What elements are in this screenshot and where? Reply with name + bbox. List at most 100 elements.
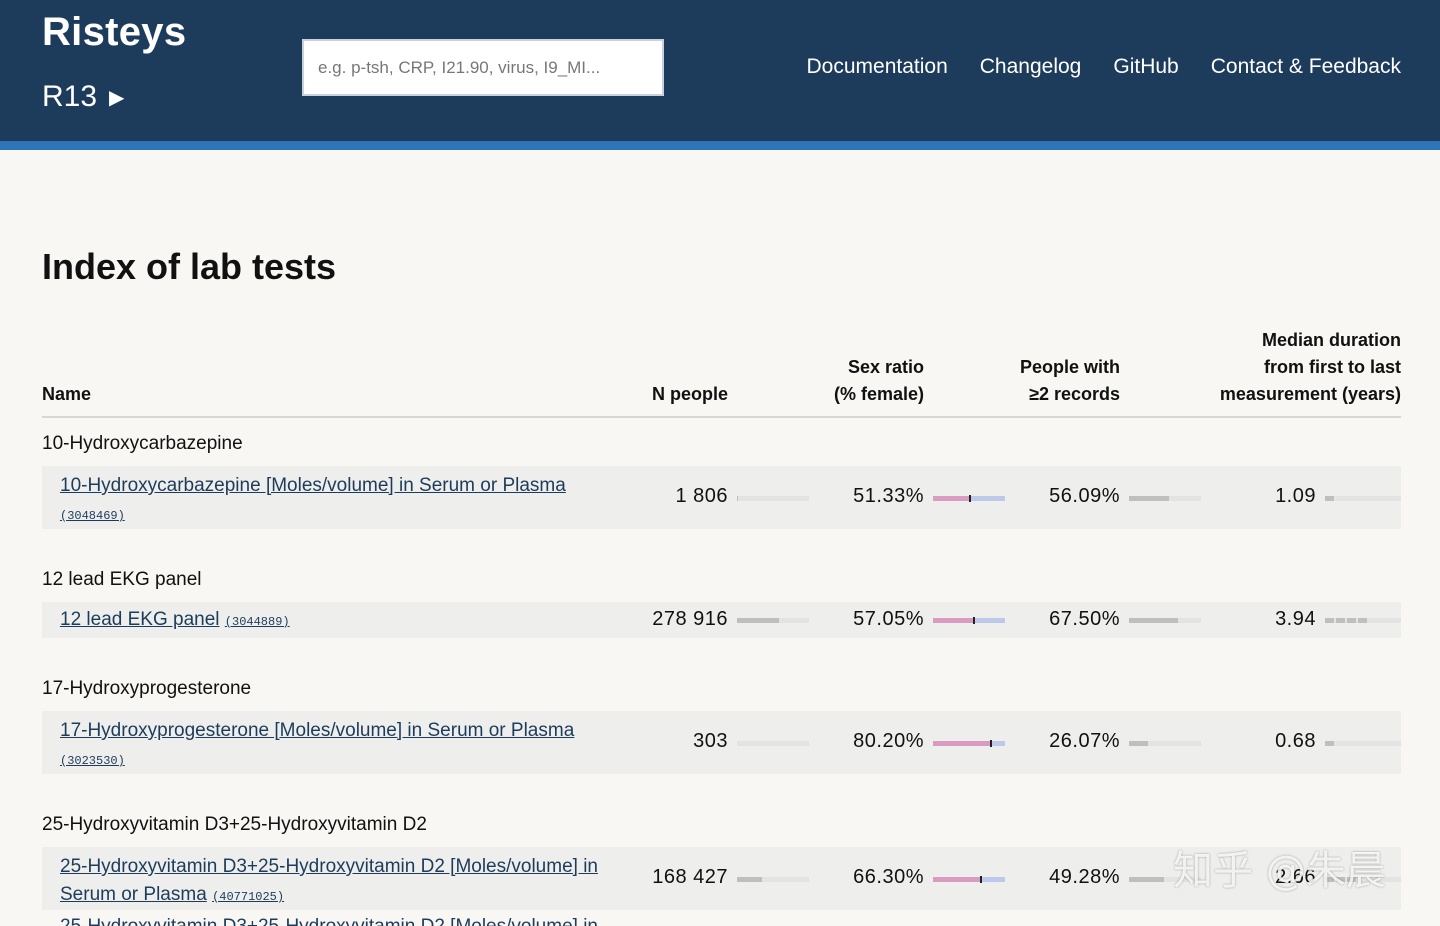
duration-bar-segment (1325, 496, 1334, 501)
partial-next-row[interactable]: 25-Hydroxyvitamin D3+25-Hydroxyvitamin D… (60, 916, 598, 926)
page-title: Index of lab tests (42, 246, 337, 287)
table-header: Name N people Sex ratio (% female) Peopl… (42, 330, 1401, 418)
col-header-records[interactable]: People with ≥2 records (1020, 354, 1120, 408)
n-people-bar-fill (737, 618, 779, 623)
n-people-bar (737, 741, 809, 746)
lab-test-group: 12 lead EKG panel 12 lead EKG panel (304… (42, 569, 1401, 638)
test-link[interactable]: 10-Hydroxycarbazepine [Moles/volume] in … (60, 475, 566, 496)
duration-value: 2.66 (1275, 866, 1316, 888)
nav-contact-feedback[interactable]: Contact & Feedback (1210, 55, 1401, 78)
duration-value: 1.09 (1275, 485, 1316, 507)
records-bar-fill (1129, 496, 1170, 501)
table-row: 25-Hydroxyvitamin D3+25-Hydroxyvitamin D… (42, 847, 1401, 910)
col-header-n-people[interactable]: N people (651, 384, 728, 404)
duration-bar-segment (1325, 877, 1334, 882)
records-value: 49.28% (1049, 866, 1120, 888)
duration-value: 3.94 (1275, 608, 1316, 630)
test-link-line2[interactable]: Serum or Plasma (60, 884, 207, 905)
duration-bar-segment (1358, 618, 1367, 623)
duration-bar (1325, 618, 1401, 623)
test-code[interactable]: (40771025) (212, 890, 285, 904)
records-bar-fill (1129, 618, 1178, 623)
test-code[interactable]: (3044889) (224, 615, 290, 629)
n-people-bar (737, 618, 809, 623)
test-name: 25-Hydroxyvitamin D3+25-Hydroxyvitamin D… (60, 853, 620, 911)
col-header-sex-ratio[interactable]: Sex ratio (% female) (834, 354, 924, 408)
n-people-bar (737, 877, 809, 882)
female-fill (933, 618, 975, 623)
nav-documentation[interactable]: Documentation (806, 55, 948, 78)
sex-ratio-bar (933, 617, 1005, 624)
col-header-duration-line1: Median duration (1262, 330, 1401, 350)
search-input[interactable] (302, 39, 664, 96)
records-value: 67.50% (1049, 608, 1120, 630)
sex-ratio-bar (933, 876, 1005, 883)
female-marker (979, 876, 982, 883)
group-title: 25-Hydroxyvitamin D3+25-Hydroxyvitamin D… (42, 814, 427, 835)
table-row: 17-Hydroxyprogesterone [Moles/volume] in… (42, 711, 1401, 774)
records-value: 56.09% (1049, 485, 1120, 507)
test-name: 10-Hydroxycarbazepine [Moles/volume] in … (60, 472, 620, 530)
test-code[interactable]: (3048469) (60, 509, 125, 523)
n-people-value: 278 916 (652, 608, 728, 630)
nav-changelog[interactable]: Changelog (979, 55, 1082, 78)
test-code[interactable]: (3023530) (60, 754, 125, 768)
watermark: 知乎 @朱晨 (1173, 848, 1386, 894)
n-people-value: 1 806 (675, 485, 728, 507)
n-people-bar (737, 496, 809, 501)
duration-bar-segment (1325, 618, 1334, 623)
site-logo[interactable]: Risteys (42, 10, 187, 54)
duration-value: 0.68 (1275, 730, 1316, 752)
test-name: 17-Hydroxyprogesterone [Moles/volume] in… (60, 717, 620, 775)
duration-bar-segment (1325, 741, 1334, 746)
col-header-name[interactable]: Name (42, 384, 92, 404)
records-value: 26.07% (1049, 730, 1120, 752)
group-title: 17-Hydroxyprogesterone (42, 678, 252, 699)
n-people-bar-fill (737, 877, 763, 882)
header-accent-bar (0, 141, 1440, 150)
group-title: 10-Hydroxycarbazepine (42, 433, 243, 454)
female-marker (973, 617, 976, 624)
col-header-records-line2: ≥2 records (1029, 384, 1120, 404)
nav-github[interactable]: GitHub (1113, 55, 1179, 78)
col-header-duration[interactable]: Median duration from first to last measu… (1220, 327, 1401, 408)
play-triangle-icon: ▶ (109, 86, 125, 109)
lab-test-group: 10-Hydroxycarbazepine 10-Hydroxycarbazep… (42, 433, 1401, 529)
lab-test-group: 17-Hydroxyprogesterone 17-Hydroxyprogest… (42, 678, 1401, 774)
table-row: 12 lead EKG panel (3044889) 278 916 57.0… (42, 602, 1401, 638)
female-fill (933, 741, 991, 746)
lab-test-group: 25-Hydroxyvitamin D3+25-Hydroxyvitamin D… (42, 814, 1401, 926)
sex-ratio-value: 57.05% (853, 608, 924, 630)
female-fill (933, 496, 970, 501)
records-bar (1129, 741, 1201, 746)
duration-bar-segment (1336, 618, 1345, 623)
duration-bar (1325, 877, 1401, 882)
test-link[interactable]: 12 lead EKG panel (60, 609, 220, 630)
site-header: Risteys R13 ▶ Documentation Changelog Gi… (0, 0, 1440, 141)
sex-ratio-value: 66.30% (853, 866, 924, 888)
test-link[interactable]: 25-Hydroxyvitamin D3+25-Hydroxyvitamin D… (60, 856, 598, 877)
group-title: 12 lead EKG panel (42, 569, 202, 590)
records-bar (1129, 496, 1201, 501)
test-link[interactable]: 17-Hydroxyprogesterone [Moles/volume] in… (60, 720, 575, 741)
col-header-duration-line3: measurement (years) (1219, 384, 1401, 404)
release-selector[interactable]: R13 ▶ (42, 80, 124, 114)
records-bar (1129, 618, 1201, 623)
records-bar-fill (1129, 877, 1165, 882)
n-people-value: 168 427 (652, 866, 728, 888)
sex-ratio-value: 80.20% (853, 730, 924, 752)
n-people-value: 303 (693, 730, 728, 752)
col-header-sex-ratio-line1: Sex ratio (847, 357, 924, 377)
records-bar-fill (1129, 741, 1148, 746)
top-nav: Documentation Changelog GitHub Contact &… (807, 55, 1401, 79)
female-marker (989, 740, 992, 747)
records-bar (1129, 877, 1201, 882)
duration-bar-segment (1347, 877, 1356, 882)
sex-ratio-bar (933, 495, 1005, 502)
table-row: 10-Hydroxycarbazepine [Moles/volume] in … (42, 466, 1401, 529)
female-marker (968, 495, 971, 502)
release-label: R13 (42, 80, 98, 113)
col-header-duration-line2: from first to last (1263, 357, 1401, 377)
col-header-sex-ratio-line2: (% female) (833, 384, 924, 404)
test-name: 12 lead EKG panel (3044889) (60, 606, 620, 636)
